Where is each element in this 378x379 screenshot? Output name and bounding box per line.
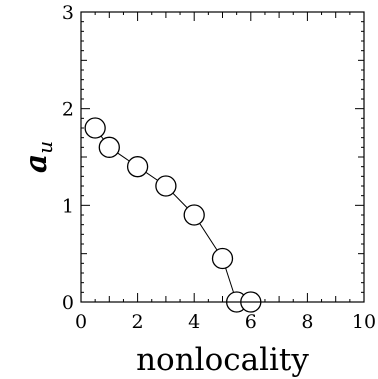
series-line-layer bbox=[94, 127, 251, 303]
x-tick-label: 0 bbox=[75, 311, 87, 333]
markers-layer bbox=[84, 117, 262, 313]
y-tick-label: 1 bbox=[62, 195, 74, 217]
data-point bbox=[84, 117, 106, 139]
data-point bbox=[98, 136, 120, 158]
tick-labels-layer: 0 2 4 6 8 10 0 1 2 3 bbox=[62, 2, 376, 333]
x-tick-label: 6 bbox=[245, 311, 257, 333]
x-tick-label: 8 bbox=[301, 311, 313, 333]
x-tick-label: 4 bbox=[188, 311, 200, 333]
y-tick-label: 3 bbox=[62, 2, 74, 24]
y-axis-title-main: a bbox=[19, 154, 54, 173]
data-point bbox=[211, 247, 234, 270]
data-point bbox=[126, 156, 149, 178]
y-tick-label: 2 bbox=[62, 99, 74, 121]
y-axis-title: au bbox=[19, 141, 57, 173]
y-axis-title-subscript: u bbox=[33, 141, 57, 154]
x-axis-title: nonlocality bbox=[136, 342, 309, 378]
data-point bbox=[183, 204, 205, 226]
x-tick-label: 10 bbox=[352, 311, 376, 333]
x-tick-label: 2 bbox=[132, 311, 144, 333]
data-point bbox=[155, 175, 177, 197]
series-line bbox=[94, 127, 251, 303]
plot-frame bbox=[80, 11, 365, 303]
y-tick-label: 0 bbox=[62, 292, 74, 314]
